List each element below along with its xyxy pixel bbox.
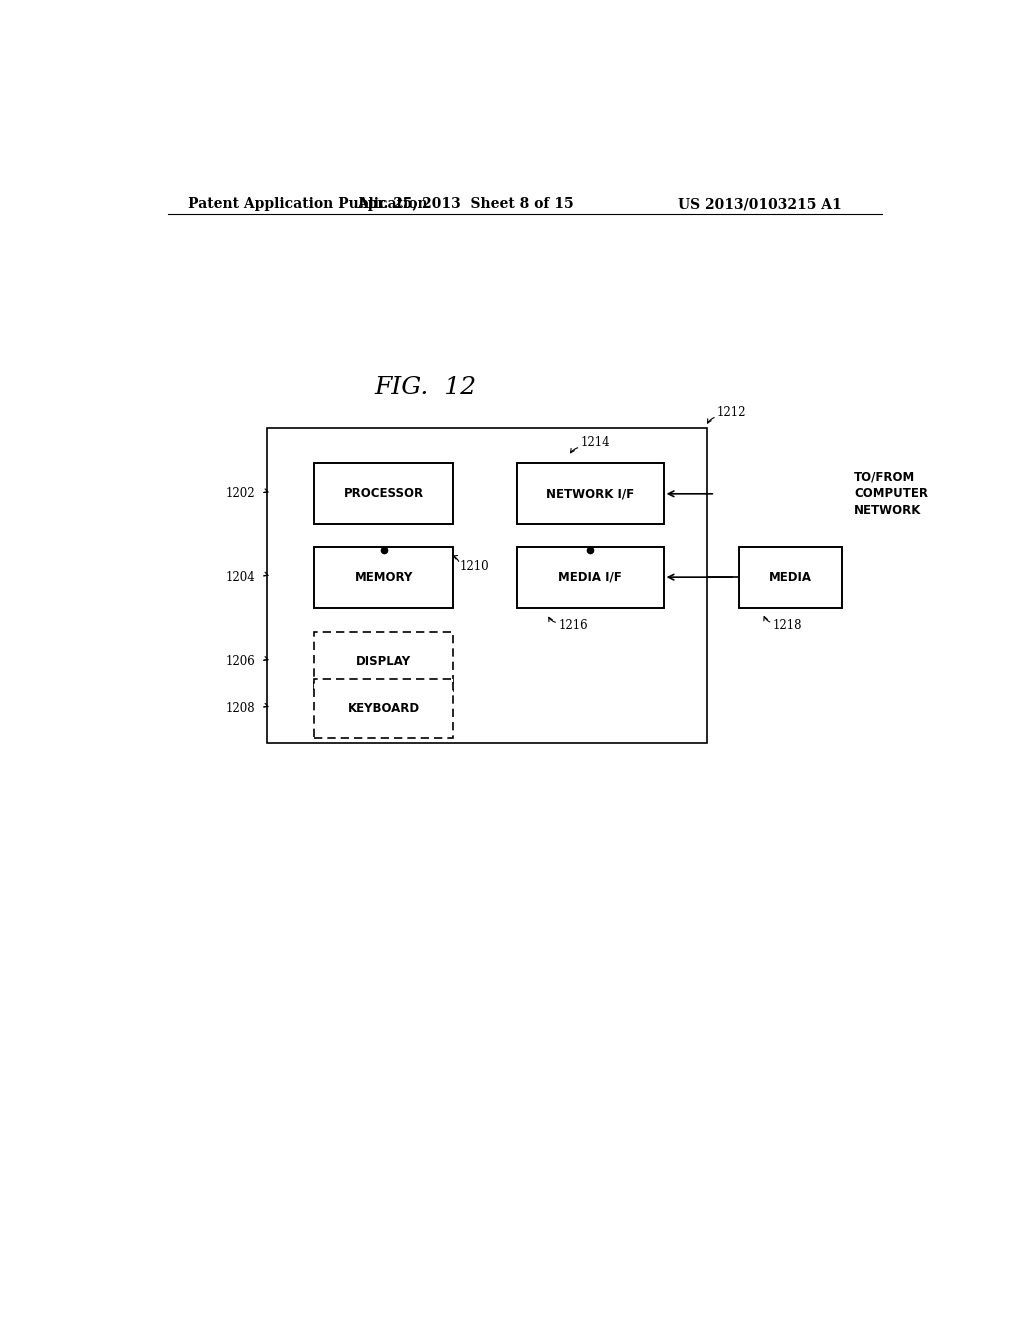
Text: US 2013/0103215 A1: US 2013/0103215 A1: [679, 197, 842, 211]
Text: MEMORY: MEMORY: [354, 570, 413, 583]
Bar: [314, 463, 454, 524]
Text: 1216: 1216: [558, 619, 588, 632]
Text: KEYBOARD: KEYBOARD: [348, 702, 420, 714]
Text: DISPLAY: DISPLAY: [356, 655, 412, 668]
Text: 1210: 1210: [460, 561, 489, 573]
Bar: [314, 632, 454, 690]
Text: TO/FROM
COMPUTER
NETWORK: TO/FROM COMPUTER NETWORK: [854, 470, 928, 517]
Bar: [739, 546, 842, 607]
Text: PROCESSOR: PROCESSOR: [344, 487, 424, 500]
Bar: [517, 546, 664, 607]
Text: 1202: 1202: [225, 487, 255, 500]
Bar: [314, 678, 454, 738]
Bar: [517, 463, 664, 524]
Text: MEDIA I/F: MEDIA I/F: [558, 570, 623, 583]
Text: 1204: 1204: [225, 570, 255, 583]
Text: NETWORK I/F: NETWORK I/F: [546, 487, 634, 500]
Text: FIG.  12: FIG. 12: [375, 376, 476, 399]
Text: Apr. 25, 2013  Sheet 8 of 15: Apr. 25, 2013 Sheet 8 of 15: [357, 197, 573, 211]
Bar: [314, 546, 454, 607]
Text: MEDIA: MEDIA: [769, 570, 812, 583]
Text: 1208: 1208: [225, 702, 255, 714]
Text: Patent Application Publication: Patent Application Publication: [187, 197, 427, 211]
Text: 1214: 1214: [581, 437, 610, 450]
Text: 1218: 1218: [772, 619, 802, 632]
Bar: [267, 428, 708, 743]
Text: 1212: 1212: [717, 407, 746, 418]
Text: 1206: 1206: [225, 655, 255, 668]
